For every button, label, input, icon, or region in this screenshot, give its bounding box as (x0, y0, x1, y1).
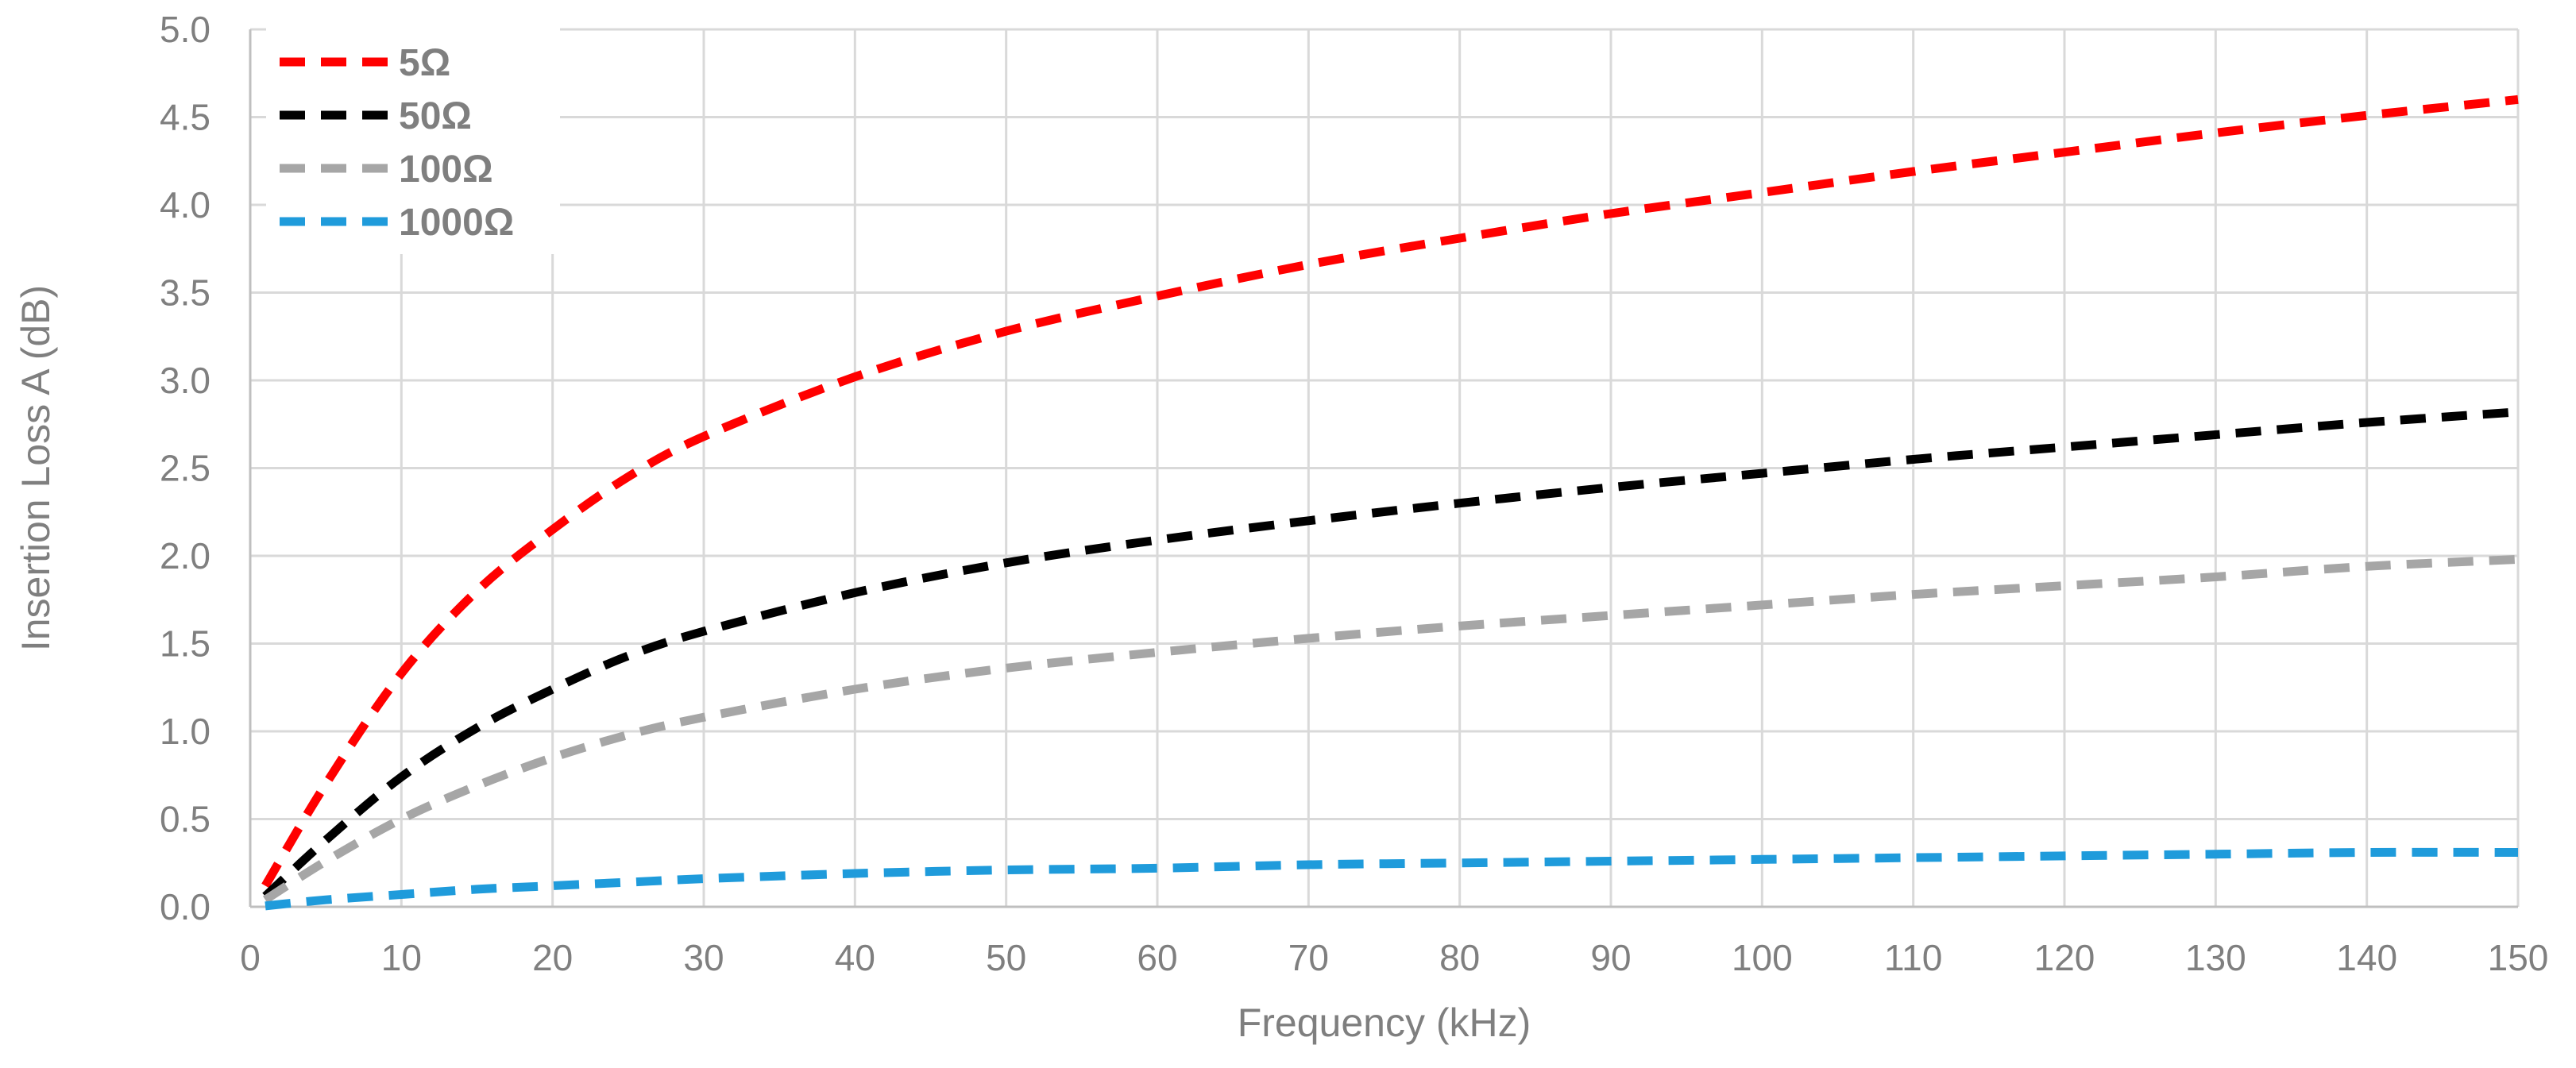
legend-label-5-ohm: 5Ω (399, 42, 450, 84)
legend-background (266, 24, 560, 254)
series-line-5-ohm (261, 94, 2519, 889)
x-tick-label: 110 (1884, 937, 1942, 978)
x-tick-label: 130 (2185, 937, 2246, 978)
y-axis-title: Insertion Loss A (dB) (14, 285, 58, 651)
x-tick-label: 0 (240, 937, 261, 978)
y-tick-label: 4.5 (160, 97, 210, 138)
x-tick-label: 10 (381, 937, 422, 978)
legend-label-50-ohm: 50Ω (399, 95, 472, 137)
legend-label-100-ohm: 100Ω (399, 148, 493, 191)
legend: 5Ω 50Ω 100Ω 1000Ω (266, 24, 560, 254)
y-tick-label: 4.0 (160, 184, 210, 226)
y-tick-label: 1.5 (160, 623, 210, 665)
y-tick-label: 0.0 (160, 886, 210, 927)
y-tick-label: 3.0 (160, 360, 210, 401)
y-tick-label: 1.0 (160, 711, 210, 752)
x-tick-label: 80 (1439, 937, 1480, 978)
series-line-100-ohm (263, 554, 2519, 904)
x-tick-label: 90 (1590, 937, 1631, 978)
y-tick-label: 5.0 (160, 9, 210, 50)
x-tick-label: 150 (2488, 937, 2549, 978)
y-tick-label: 2.5 (160, 448, 210, 489)
x-tick-label: 20 (532, 937, 573, 978)
axes: 0 10 20 30 40 50 60 70 80 90 100 110 120 130 140 150 0.0… (14, 9, 2548, 1045)
x-tick-label: 50 (986, 937, 1026, 978)
x-tick-label: 40 (835, 937, 875, 978)
x-tick-label: 140 (2336, 937, 2397, 978)
x-tick-label: 70 (1288, 937, 1329, 978)
series-lines (261, 94, 2519, 911)
x-tick-label: 100 (1732, 937, 1793, 978)
y-tick-label: 3.5 (160, 272, 210, 314)
y-tick-label: 0.5 (160, 799, 210, 840)
legend-label-1000-ohm: 1000Ω (399, 202, 514, 244)
x-tick-label: 60 (1137, 937, 1177, 978)
x-tick-label: 120 (2034, 937, 2095, 978)
series-line-50-ohm (262, 407, 2519, 900)
x-tick-label: 30 (683, 937, 724, 978)
x-axis-title: Frequency (kHz) (1238, 1001, 1531, 1045)
series-line-1000-ohm (265, 847, 2519, 911)
y-tick-label: 2.0 (160, 535, 210, 576)
